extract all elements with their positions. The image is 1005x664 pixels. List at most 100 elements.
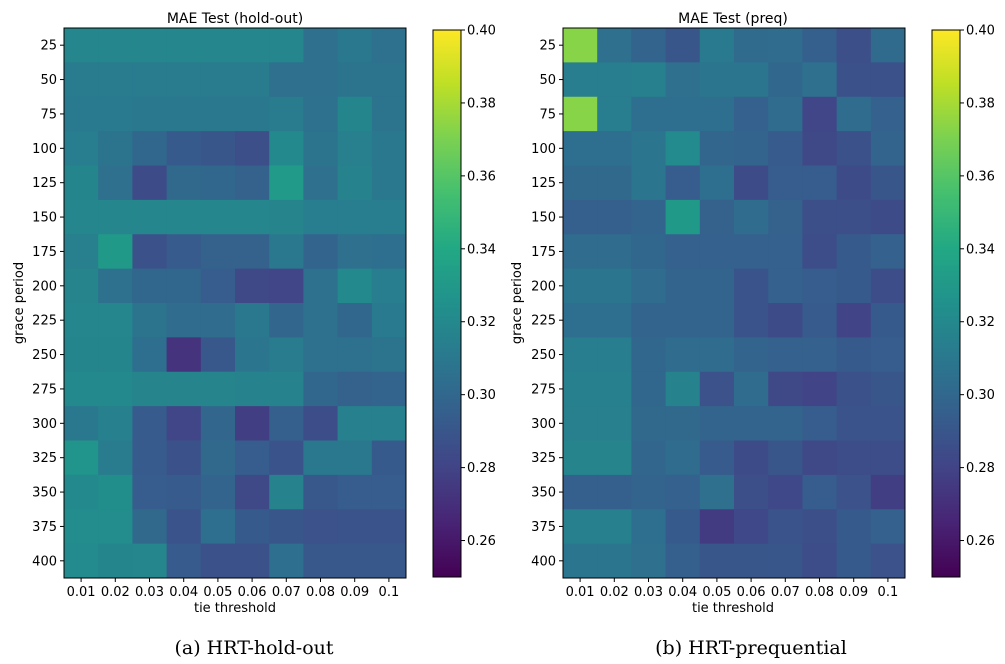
y-tick-label: 350 bbox=[531, 486, 556, 501]
heatmap-cell bbox=[699, 234, 735, 270]
heatmap-cell bbox=[631, 406, 667, 442]
heatmap-cell bbox=[64, 406, 99, 442]
x-tick-label: 0.07 bbox=[272, 585, 301, 600]
heatmap-cell bbox=[870, 268, 906, 304]
heatmap-cell bbox=[734, 268, 769, 304]
heatmap-cell bbox=[870, 406, 906, 442]
heatmap-cell bbox=[166, 337, 202, 373]
heatmap-cell bbox=[269, 406, 304, 442]
y-tick-label: 300 bbox=[531, 417, 556, 432]
colorbar-tick-label: 0.38 bbox=[966, 96, 995, 111]
heatmap-cell bbox=[235, 268, 270, 304]
heatmap-cell bbox=[303, 268, 339, 304]
y-tick-label: 75 bbox=[40, 107, 57, 122]
heatmap-cell bbox=[597, 268, 632, 304]
heatmap-cell bbox=[802, 303, 838, 338]
heatmap-cell bbox=[563, 131, 598, 167]
heatmap-cell bbox=[269, 199, 304, 235]
heatmap-cell bbox=[563, 337, 598, 373]
colorbar-tick-label: 0.40 bbox=[467, 24, 496, 39]
heatmap-cell bbox=[734, 199, 769, 235]
heatmap-cell bbox=[371, 234, 407, 270]
x-tick-label: 0.05 bbox=[702, 585, 731, 600]
heatmap-cell bbox=[98, 62, 133, 98]
heatmap-cell bbox=[200, 543, 236, 579]
heatmap-cell bbox=[371, 440, 407, 476]
heatmap-cell bbox=[64, 199, 99, 235]
heatmap-cell bbox=[200, 199, 236, 235]
heatmap-cell bbox=[870, 62, 906, 98]
y-tick-label: 175 bbox=[531, 245, 556, 260]
heatmap-cell bbox=[98, 199, 133, 235]
heatmap-cell bbox=[836, 406, 872, 442]
heatmap-cell bbox=[371, 199, 407, 235]
heatmap-cell bbox=[303, 337, 339, 373]
heatmap-cell bbox=[699, 165, 735, 201]
y-tick-label: 400 bbox=[531, 554, 556, 569]
heatmap-cell bbox=[665, 406, 701, 442]
heatmap-cell bbox=[132, 268, 168, 304]
heatmap-cell bbox=[631, 62, 667, 98]
heatmap-cell bbox=[699, 371, 735, 407]
heatmap-cell bbox=[597, 509, 632, 545]
heatmap-cell bbox=[563, 96, 598, 132]
heatmap-cell bbox=[870, 234, 906, 270]
heatmap-cell bbox=[371, 28, 407, 63]
heatmap-cell bbox=[734, 371, 769, 407]
heatmap-cell bbox=[836, 543, 872, 579]
heatmap-cell bbox=[337, 268, 373, 304]
heatmap-cell bbox=[734, 96, 769, 132]
heatmap-cell bbox=[269, 509, 304, 545]
heatmap-cell bbox=[597, 406, 632, 442]
heatmap-cell bbox=[563, 509, 598, 545]
heatmap-cell bbox=[870, 303, 906, 338]
x-tick-label: 0.06 bbox=[737, 585, 766, 600]
heatmap-cell bbox=[371, 509, 407, 545]
heatmap-cell bbox=[836, 509, 872, 545]
heatmap-cell bbox=[597, 234, 632, 270]
heatmap-cell bbox=[98, 234, 133, 270]
heatmap-cell bbox=[64, 96, 99, 132]
heatmap-cell bbox=[870, 371, 906, 407]
heatmap-cell bbox=[235, 165, 270, 201]
heatmap-cell bbox=[235, 28, 270, 63]
heatmap-cell bbox=[235, 337, 270, 373]
heatmap-cell bbox=[269, 303, 304, 338]
heatmap-cell bbox=[64, 303, 99, 338]
heatmap-cell bbox=[597, 474, 632, 510]
heatmap-cell bbox=[665, 199, 701, 235]
y-ticks: 25 50 75 100 125 150 175 200 225 250 275 300 325 350 3… bbox=[531, 39, 563, 569]
y-tick-label: 350 bbox=[32, 486, 57, 501]
heatmap-cell bbox=[200, 62, 236, 98]
x-tick-label: 0.02 bbox=[101, 585, 130, 600]
heatmap-cell bbox=[98, 28, 133, 63]
heatmap-cell bbox=[631, 28, 667, 63]
heatmap-cell bbox=[371, 543, 407, 579]
heatmap-cell bbox=[734, 303, 769, 338]
heatmap-cell bbox=[371, 337, 407, 373]
heatmap-panel-holdout: MAE Test (hold-out) 25 50 75 100 125 150 175 20… bbox=[12, 11, 496, 659]
heatmap-cell bbox=[303, 62, 339, 98]
heatmap-cell bbox=[64, 543, 99, 579]
heatmap-cell bbox=[269, 28, 304, 63]
heatmap-cell bbox=[665, 337, 701, 373]
heatmap-cell bbox=[269, 543, 304, 579]
heatmap-cell bbox=[699, 440, 735, 476]
heatmap-cell bbox=[303, 543, 339, 579]
heatmap-cell bbox=[870, 28, 906, 63]
heatmap-cell bbox=[337, 62, 373, 98]
heatmap-cell bbox=[768, 131, 803, 167]
x-tick-label: 0.08 bbox=[306, 585, 335, 600]
heatmap-cell bbox=[200, 234, 236, 270]
heatmap-cell bbox=[200, 406, 236, 442]
heatmap-cell bbox=[631, 543, 667, 579]
heatmap-cell bbox=[132, 28, 168, 63]
heatmap-cell bbox=[563, 62, 598, 98]
heatmap-cell bbox=[597, 62, 632, 98]
heatmap-cell bbox=[802, 337, 838, 373]
heatmap-cell bbox=[631, 440, 667, 476]
heatmap-cell bbox=[269, 165, 304, 201]
heatmap-cell bbox=[235, 234, 270, 270]
heatmap-cell bbox=[200, 371, 236, 407]
heatmap-cell bbox=[371, 62, 407, 98]
